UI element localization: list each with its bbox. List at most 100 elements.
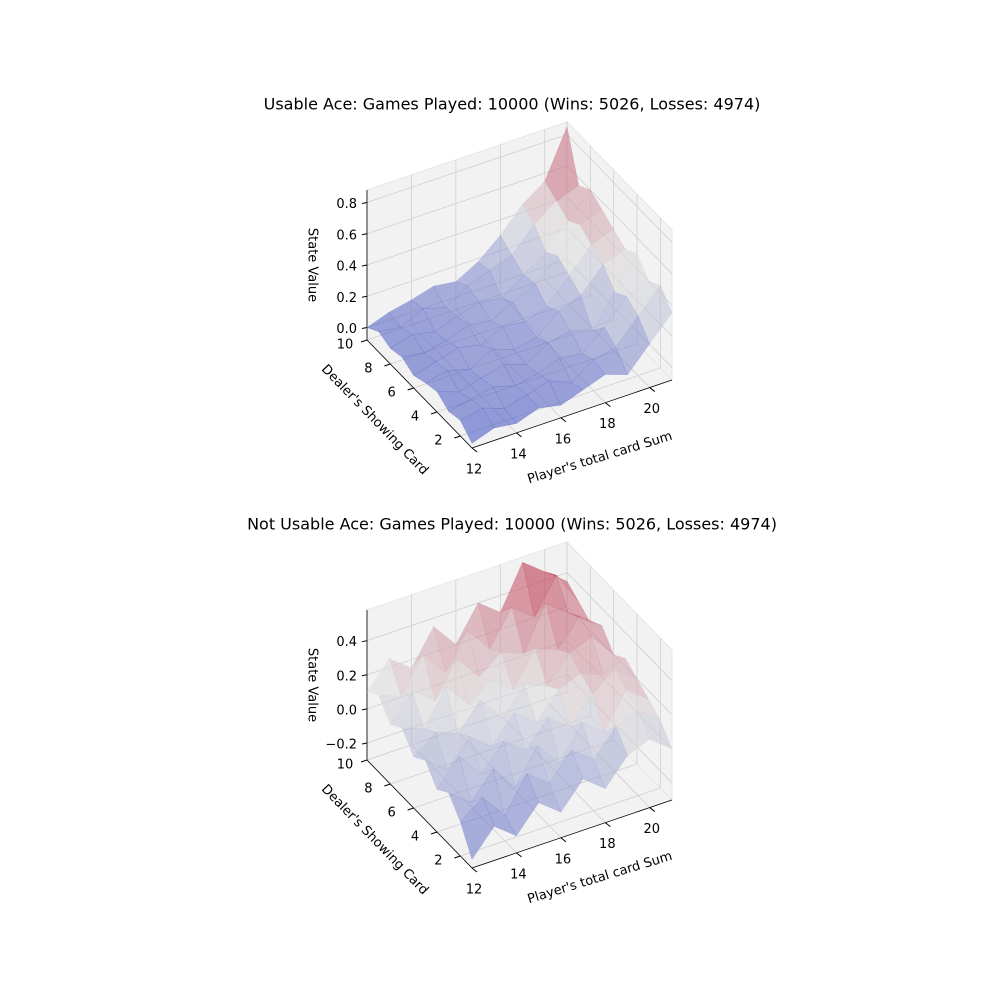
- z-tick-label: 0.8: [336, 197, 357, 212]
- grid-line: [566, 134, 673, 243]
- x-tick: [560, 837, 567, 843]
- z-tick-label: 0.2: [336, 291, 357, 306]
- y-tick-label: 8: [364, 362, 372, 377]
- grid-line: [566, 572, 673, 681]
- surface-cell: [388, 654, 424, 697]
- x-tick-label: 20: [644, 402, 661, 417]
- y-tick: [430, 411, 438, 415]
- surface-cell: [526, 380, 562, 409]
- x-tick-label: 18: [599, 417, 616, 432]
- surface-cell: [366, 311, 402, 332]
- axis-line: [366, 339, 473, 449]
- surface-cell: [526, 773, 562, 813]
- grid-line: [366, 165, 568, 235]
- y-tick-label: 2: [434, 434, 442, 449]
- z-tick-label: 0.0: [336, 703, 357, 718]
- x-tick-label: 14: [510, 867, 527, 882]
- y-tick-label: 4: [411, 830, 419, 845]
- surface-cell: [568, 244, 604, 297]
- grid-line: [566, 165, 673, 275]
- z-axis-label: State Value: [305, 228, 320, 302]
- surface-cell: [511, 223, 547, 276]
- surface-cell: [513, 336, 549, 365]
- surface-cell: [522, 561, 557, 618]
- y-tick: [454, 435, 461, 439]
- y-tick: [407, 807, 414, 811]
- x-tick-label: 16: [555, 432, 572, 447]
- surface-cell: [490, 301, 526, 327]
- z-tick: [361, 295, 368, 298]
- z-tick: [361, 202, 368, 204]
- z-tick: [361, 742, 368, 745]
- z-tick-label: −0.2: [325, 737, 357, 752]
- surface-cell: [579, 209, 615, 246]
- y-tick: [430, 831, 438, 835]
- x-tick: [605, 402, 611, 408]
- surface-cell: [470, 768, 506, 816]
- y-tick-label: 6: [388, 806, 396, 821]
- z-tick-label: 0.6: [336, 228, 357, 243]
- y-tick-label: 8: [364, 782, 372, 797]
- grid-line: [460, 787, 661, 857]
- z-tick-label: 0.4: [336, 635, 357, 650]
- z-tick: [361, 674, 368, 677]
- axis-line: [366, 759, 473, 869]
- surface-cell: [547, 717, 583, 765]
- axis-line: [471, 379, 673, 449]
- z-tick: [361, 233, 368, 236]
- surface-cell: [637, 709, 673, 750]
- surface-cell: [567, 189, 603, 226]
- z-tick-label: 0.2: [336, 669, 357, 684]
- x-tick: [560, 417, 567, 423]
- surface-cell: [378, 326, 414, 349]
- surface-cell: [533, 200, 569, 253]
- x-tick-label: 12: [466, 463, 483, 478]
- surface-cell: [614, 668, 650, 700]
- y-tick: [384, 363, 391, 367]
- y-tick-label: 2: [434, 854, 442, 869]
- surface-cell: [513, 712, 549, 752]
- y-tick-label: 4: [411, 410, 419, 425]
- surface-cell: [424, 370, 460, 393]
- surface-cell: [478, 651, 514, 691]
- z-axis-label: State Value: [305, 648, 320, 722]
- surface-cell: [501, 647, 536, 691]
- surface-cell: [401, 352, 437, 376]
- x-axis-label: Player's total card Sum: [526, 849, 674, 907]
- x-tick: [471, 867, 478, 873]
- y-tick: [360, 339, 368, 343]
- y-tick: [407, 387, 414, 391]
- surface-cell: [603, 295, 639, 348]
- x-tick-label: 20: [644, 822, 661, 837]
- x-tick: [471, 447, 478, 453]
- axis-line: [471, 799, 673, 869]
- x-tick: [649, 387, 656, 392]
- surface-cell: [548, 380, 584, 406]
- surface-cell: [544, 125, 579, 202]
- x-tick: [605, 822, 611, 828]
- y-tick: [384, 783, 391, 787]
- x-tick: [649, 807, 656, 812]
- y-tick: [454, 855, 461, 859]
- z-tick: [361, 708, 368, 711]
- x-tick-label: 12: [466, 883, 483, 898]
- surface-cell: [544, 571, 579, 602]
- z-tick: [361, 264, 368, 267]
- y-tick: [360, 759, 368, 763]
- y-tick-label: 10: [337, 338, 354, 353]
- x-tick-label: 18: [599, 837, 616, 852]
- surface-cell: [448, 792, 483, 823]
- surface-cell: [413, 731, 448, 771]
- surface-cell: [637, 284, 673, 345]
- y-tick-label: 10: [337, 758, 354, 773]
- grid-line: [366, 134, 568, 203]
- x-axis-label: Player's total card Sum: [526, 429, 674, 487]
- surface-cell: [460, 407, 495, 444]
- x-tick: [516, 852, 522, 858]
- x-tick: [516, 432, 522, 438]
- z-tick-label: 0.0: [336, 322, 357, 337]
- z-tick-label: 0.4: [336, 260, 357, 275]
- z-tick: [361, 640, 368, 643]
- surface-cell: [389, 334, 425, 358]
